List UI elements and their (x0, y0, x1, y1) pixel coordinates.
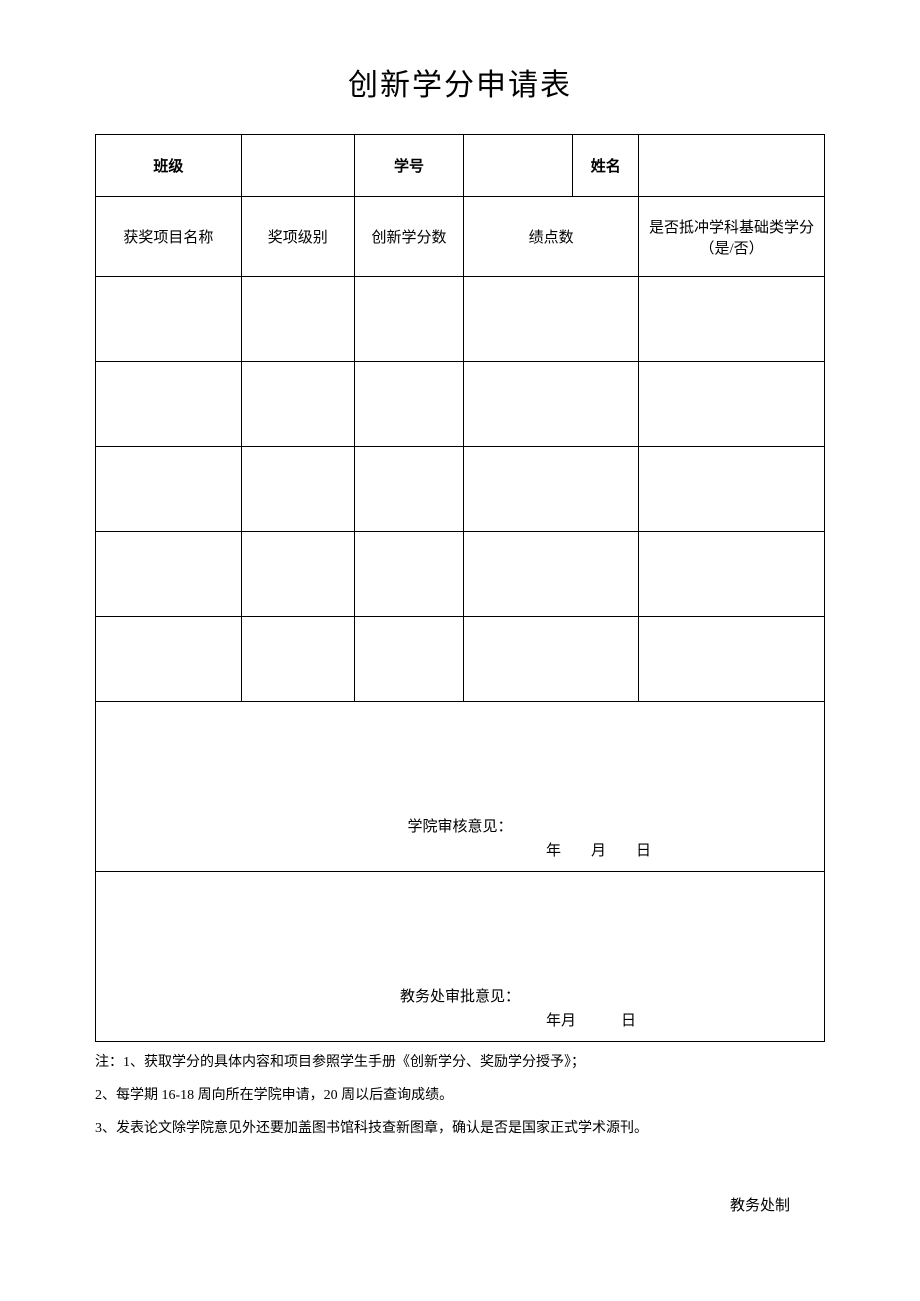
cell-award-level[interactable] (241, 277, 354, 362)
cell-award-name[interactable] (96, 362, 242, 447)
cell-credit-score[interactable] (354, 447, 463, 532)
data-row (96, 362, 825, 447)
cell-credit-score[interactable] (354, 532, 463, 617)
college-approval-date: 年 月 日 (96, 839, 824, 863)
cell-award-level[interactable] (241, 532, 354, 617)
office-approval-row: 教务处审批意见： 年月 日 (96, 872, 825, 1042)
cell-offset[interactable] (639, 277, 825, 362)
note-1: 注：1、获取学分的具体内容和项目参照学生手册《创新学分、奖励学分授予》； (95, 1048, 825, 1079)
cell-gpa[interactable] (464, 277, 639, 362)
data-row (96, 617, 825, 702)
cell-award-name[interactable] (96, 277, 242, 362)
name-value[interactable] (639, 135, 825, 197)
student-id-value[interactable] (464, 135, 573, 197)
data-row (96, 532, 825, 617)
application-table: 班级 学号 姓名 获奖项目名称 奖项级别 创新学分数 绩点数 是否抵冲学科基础类… (95, 134, 825, 1042)
office-approval-date: 年月 日 (96, 1009, 824, 1033)
note-3: 3、发表论文除学院意见外还要加盖图书馆科技查新图章，确认是否是国家正式学术源刊。 (95, 1114, 825, 1145)
col-award-name: 获奖项目名称 (96, 197, 242, 277)
cell-award-level[interactable] (241, 617, 354, 702)
cell-offset[interactable] (639, 617, 825, 702)
cell-offset[interactable] (639, 532, 825, 617)
page-title: 创新学分申请表 (95, 60, 825, 104)
col-award-level: 奖项级别 (241, 197, 354, 277)
cell-award-level[interactable] (241, 362, 354, 447)
notes-section: 注：1、获取学分的具体内容和项目参照学生手册《创新学分、奖励学分授予》； 2、每… (95, 1048, 825, 1144)
column-header-row: 获奖项目名称 奖项级别 创新学分数 绩点数 是否抵冲学科基础类学分（是/否） (96, 197, 825, 277)
data-row (96, 447, 825, 532)
cell-credit-score[interactable] (354, 362, 463, 447)
cell-award-name[interactable] (96, 532, 242, 617)
cell-credit-score[interactable] (354, 617, 463, 702)
cell-award-level[interactable] (241, 447, 354, 532)
cell-credit-score[interactable] (354, 277, 463, 362)
note-2: 2、每学期 16-18 周向所在学院申请，20 周以后查询成绩。 (95, 1081, 825, 1112)
college-approval-label: 学院审核意见： (96, 815, 824, 839)
cell-award-name[interactable] (96, 617, 242, 702)
office-approval-cell[interactable]: 教务处审批意见： 年月 日 (96, 872, 825, 1042)
col-gpa: 绩点数 (464, 197, 639, 277)
cell-offset[interactable] (639, 362, 825, 447)
col-credit-score: 创新学分数 (354, 197, 463, 277)
office-approval-label: 教务处审批意见： (96, 985, 824, 1009)
cell-gpa[interactable] (464, 617, 639, 702)
college-approval-cell[interactable]: 学院审核意见： 年 月 日 (96, 702, 825, 872)
cell-gpa[interactable] (464, 362, 639, 447)
student-id-label: 学号 (354, 135, 463, 197)
class-value[interactable] (241, 135, 354, 197)
name-label: 姓名 (573, 135, 639, 197)
college-approval-row: 学院审核意见： 年 月 日 (96, 702, 825, 872)
cell-offset[interactable] (639, 447, 825, 532)
cell-gpa[interactable] (464, 532, 639, 617)
cell-award-name[interactable] (96, 447, 242, 532)
cell-gpa[interactable] (464, 447, 639, 532)
info-row: 班级 学号 姓名 (96, 135, 825, 197)
class-label: 班级 (96, 135, 242, 197)
col-offset: 是否抵冲学科基础类学分（是/否） (639, 197, 825, 277)
footer-text: 教务处制 (95, 1194, 825, 1215)
data-row (96, 277, 825, 362)
